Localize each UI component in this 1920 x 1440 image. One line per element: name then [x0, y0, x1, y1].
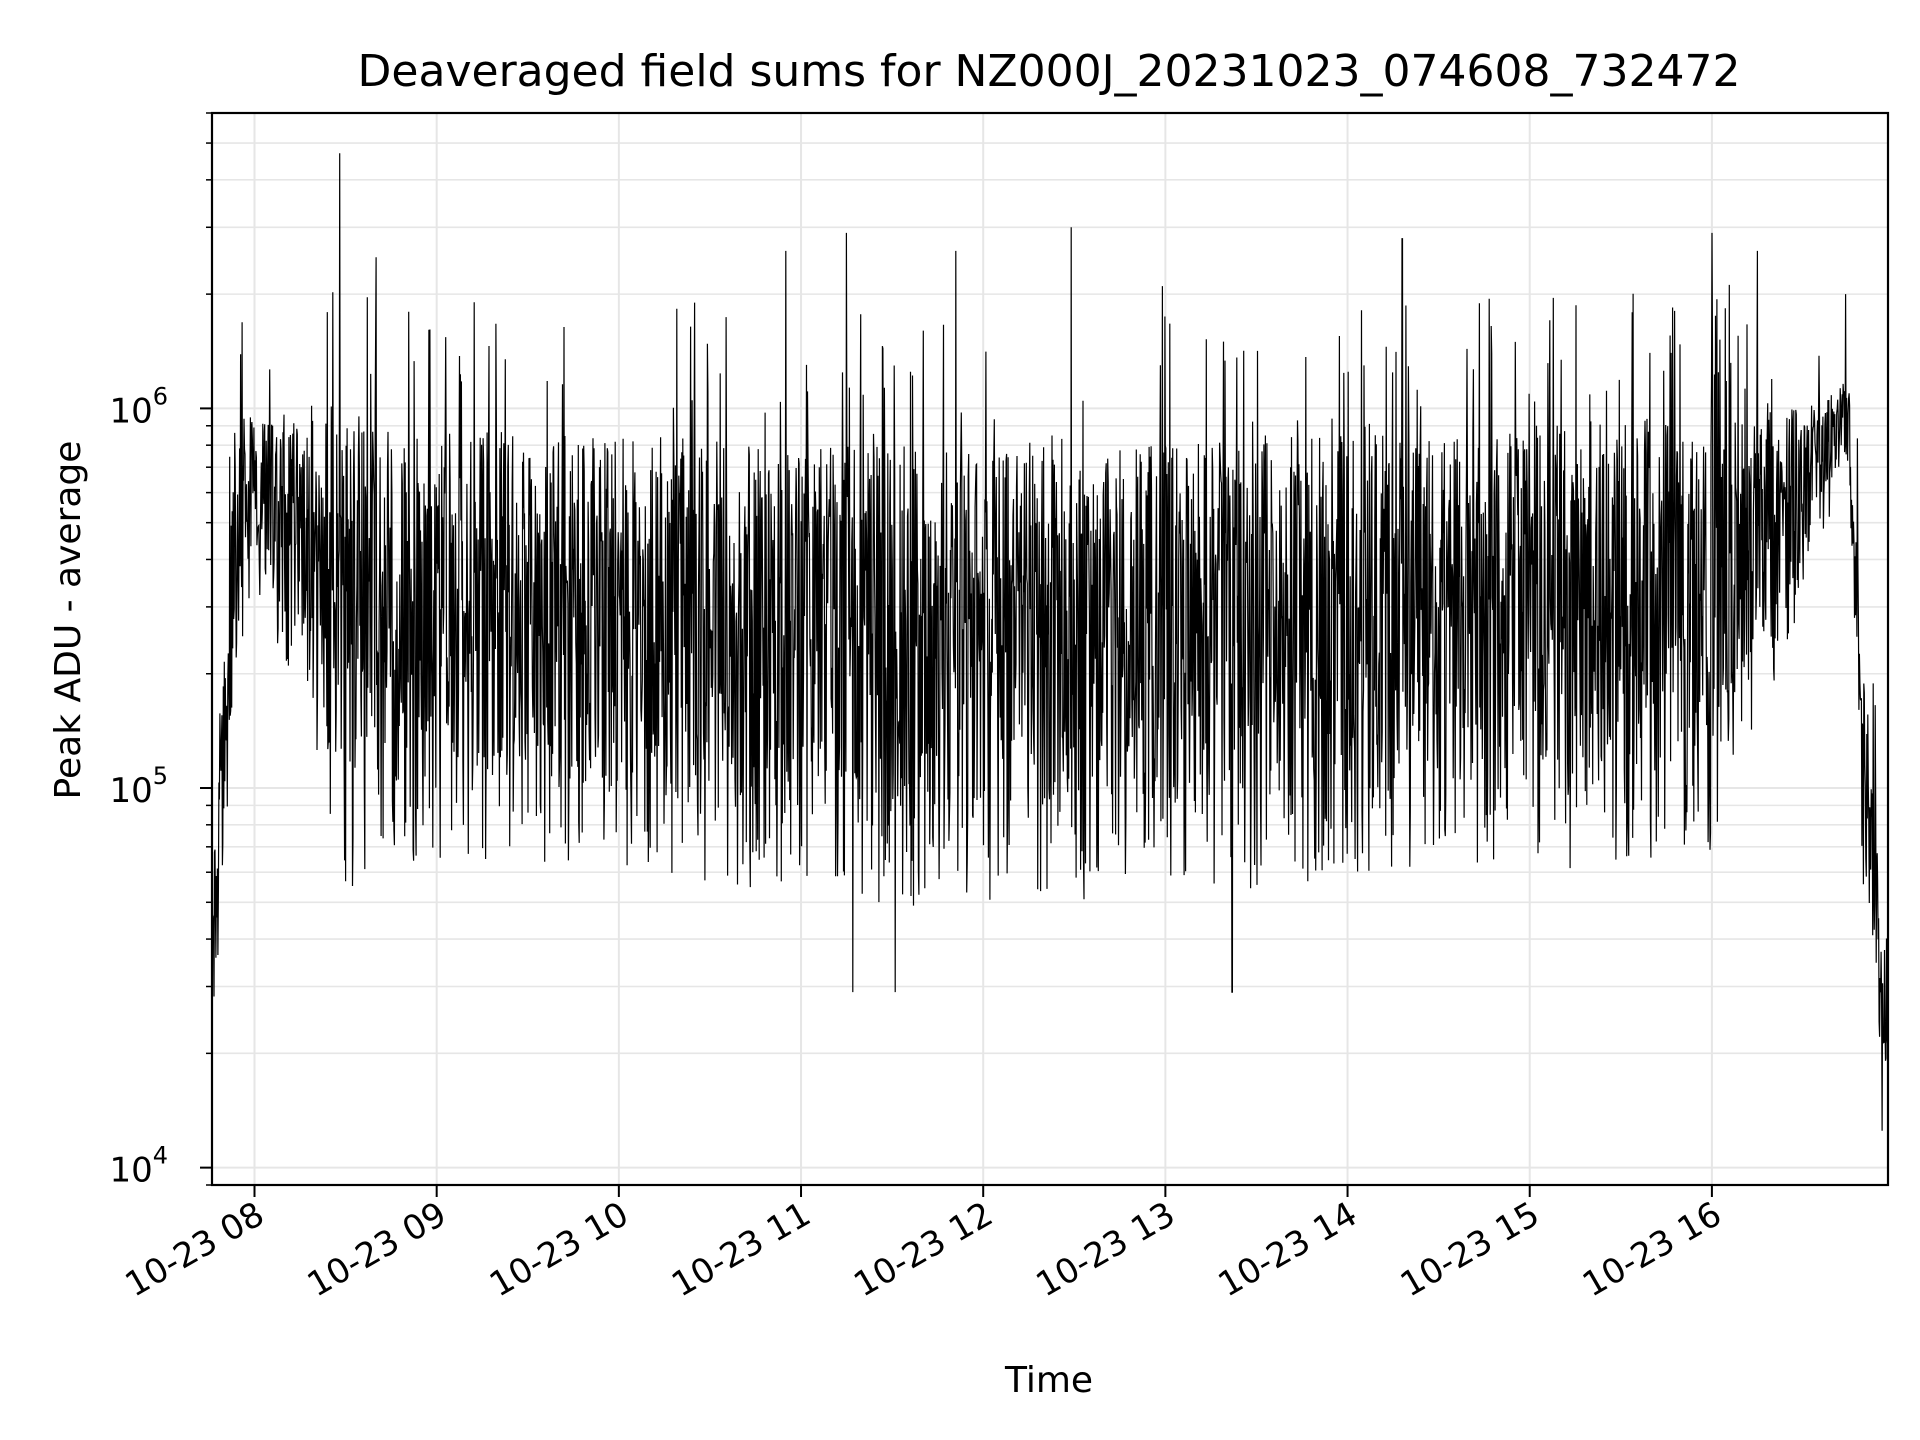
y-tick-base: 10: [109, 1151, 152, 1191]
axes-frame: [210, 111, 1890, 1187]
x-axis-label: Time: [1004, 1360, 1093, 1401]
y-axis-label: Peak ADU - average: [48, 441, 89, 800]
y-tick-exponent: 6: [153, 382, 168, 410]
y-tick-label: 105: [109, 762, 168, 811]
y-tick-exponent: 4: [153, 1142, 168, 1170]
y-tick-label: 104: [109, 1142, 168, 1191]
plot-area: [212, 153, 1888, 1131]
y-tick-base: 10: [109, 391, 152, 431]
y-tick-label: 106: [109, 382, 168, 431]
y-tick-base: 10: [109, 771, 152, 811]
y-tick-exponent: 5: [153, 762, 168, 790]
series-line: [212, 153, 1888, 1131]
chart-title: Deaveraged field sums for NZ000J_2023102…: [358, 46, 1741, 97]
